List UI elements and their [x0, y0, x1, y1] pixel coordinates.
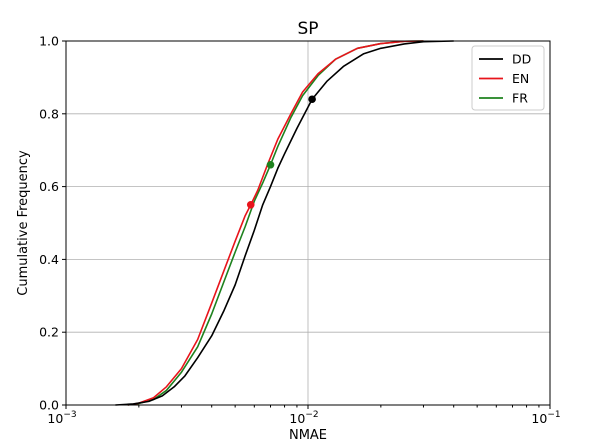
chart-title: SP	[297, 19, 318, 39]
legend-label-en: EN	[512, 71, 529, 86]
series-line-dd	[115, 40, 454, 406]
x-tick-label: 10−2	[289, 410, 318, 426]
y-axis-label: Cumulative Frequency	[16, 150, 31, 296]
y-tick-label: 0.8	[39, 106, 59, 121]
y-tick-label: 0.2	[39, 325, 59, 340]
x-axis-label: NMAE	[289, 428, 327, 441]
x-tick-label: 10−1	[531, 410, 560, 426]
legend: DD EN FR	[471, 45, 545, 111]
y-tick-label: 0.0	[39, 398, 59, 413]
legend-label-fr: FR	[512, 91, 528, 106]
series-marker-fr	[266, 160, 275, 169]
legend-label-dd: DD	[512, 52, 531, 67]
x-tick-label: 10−3	[47, 410, 76, 426]
series-marker-dd	[308, 95, 316, 104]
axis-ticks: 0.0 0.2 0.4 0.6 0.8 1.0 10−3 10−2 10−1	[39, 34, 560, 427]
y-tick-label: 1.0	[39, 34, 59, 49]
y-tick-label: 0.4	[39, 252, 59, 267]
legend-box	[471, 45, 545, 111]
series-marker-en	[246, 201, 255, 209]
y-tick-label: 0.6	[39, 179, 59, 194]
series-group	[115, 40, 454, 406]
series-line-en	[127, 40, 424, 406]
